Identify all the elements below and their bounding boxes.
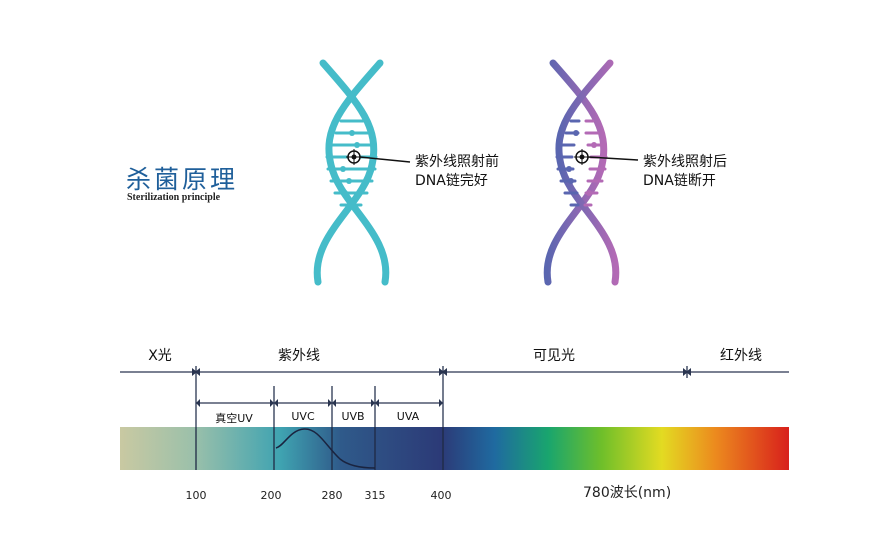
dna-before-line1: 紫外线照射前	[415, 154, 499, 170]
tick-label: 315	[364, 489, 386, 502]
band-uva-label: UVA	[396, 410, 420, 423]
region-xray-label: X光	[148, 348, 172, 364]
band-uvb-label: UVB	[341, 410, 365, 423]
dna-after-label: 紫外线照射后 DNA链断开	[643, 153, 727, 191]
spectrum-bar	[120, 427, 789, 470]
dna-after-helix	[543, 59, 639, 286]
tick-label: 200	[260, 489, 282, 502]
region-uv-label: 紫外线	[278, 348, 320, 364]
germicidal-curve	[275, 428, 376, 469]
tick-label: 400	[430, 489, 452, 502]
axis-arrowheads	[192, 368, 691, 407]
dna-after-line1: 紫外线照射后	[643, 154, 727, 170]
region-visible-label: 可见光	[533, 348, 575, 364]
tick-label: 100	[185, 489, 207, 502]
page-subtitle: Sterilization principle	[127, 192, 221, 203]
band-uvc-label: UVC	[291, 410, 315, 423]
dna-before-helix	[313, 59, 411, 286]
dna-after-line2: DNA链断开	[643, 173, 716, 189]
region-ir-label: 红外线	[720, 348, 762, 364]
wavelength-label: 780波长(nm)	[583, 485, 672, 501]
page-title: 杀菌原理	[126, 165, 239, 194]
dna-before-label: 紫外线照射前 DNA链完好	[415, 153, 499, 191]
band-vuv-label: 真空UV	[215, 412, 253, 425]
tick-label: 280	[321, 489, 343, 502]
dna-before-line2: DNA链完好	[415, 173, 488, 189]
